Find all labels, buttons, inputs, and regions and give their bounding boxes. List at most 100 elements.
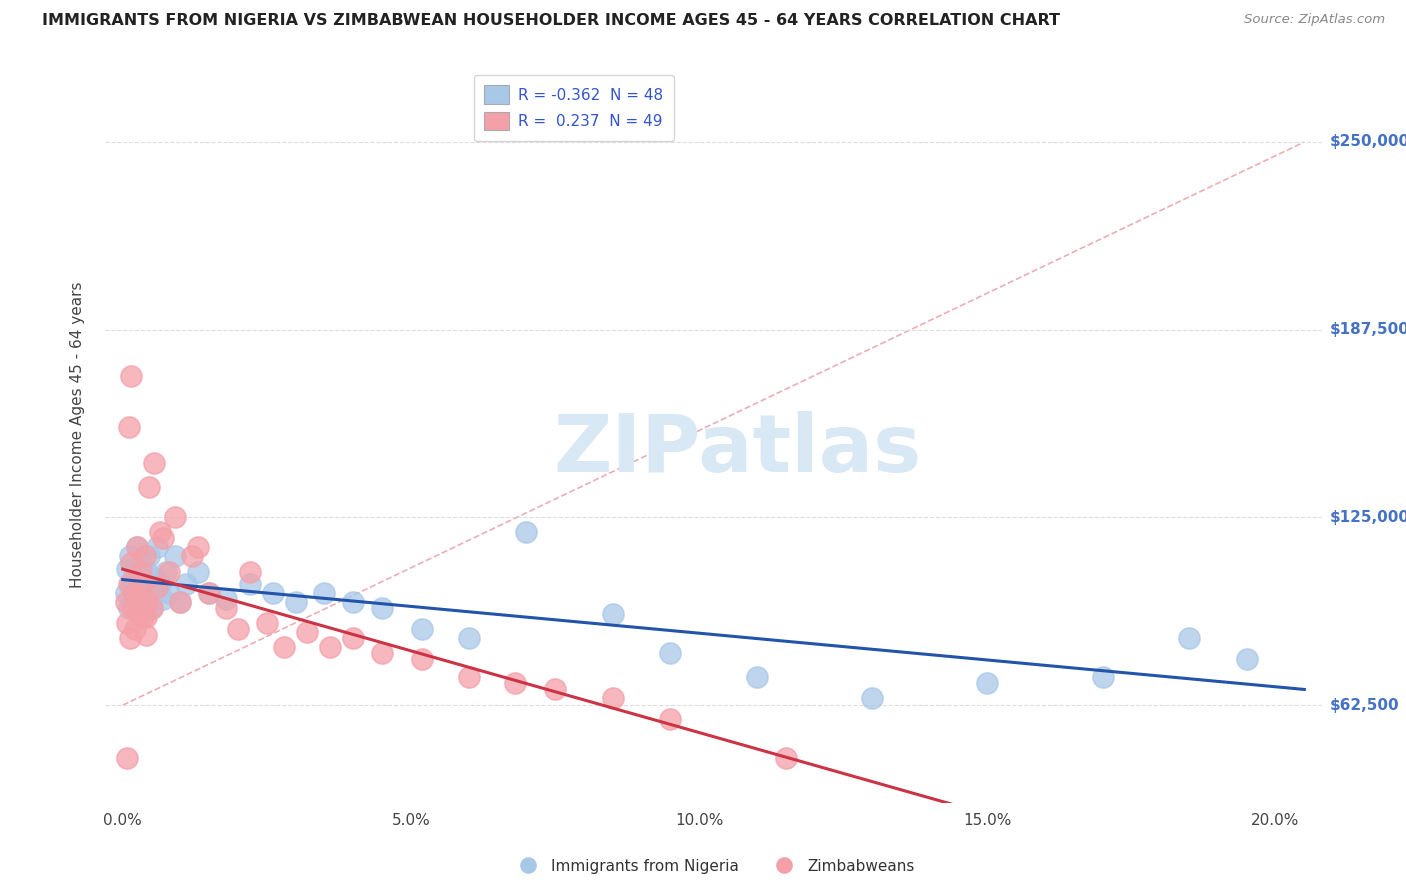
Point — [129, 556, 152, 570]
Point — [163, 549, 186, 564]
Point — [124, 585, 146, 599]
Point — [117, 750, 139, 764]
Point — [187, 541, 209, 555]
Point — [457, 670, 479, 684]
Point — [134, 549, 156, 564]
Point — [117, 600, 139, 615]
Point — [138, 549, 160, 564]
Point — [120, 556, 142, 570]
Point — [157, 585, 180, 599]
Point — [342, 631, 364, 645]
Point — [371, 600, 394, 615]
Point — [187, 565, 209, 579]
Point — [141, 600, 163, 615]
Point — [155, 565, 177, 579]
Point — [129, 591, 152, 606]
Point — [138, 480, 160, 494]
Point — [114, 594, 136, 608]
Point — [198, 585, 221, 599]
Point — [457, 631, 479, 645]
Point — [122, 585, 145, 599]
Text: $62,500: $62,500 — [1330, 698, 1399, 713]
Point — [129, 565, 152, 579]
Y-axis label: Householder Income Ages 45 - 64 years: Householder Income Ages 45 - 64 years — [70, 282, 84, 588]
Text: IMMIGRANTS FROM NIGERIA VS ZIMBABWEAN HOUSEHOLDER INCOME AGES 45 - 64 YEARS CORR: IMMIGRANTS FROM NIGERIA VS ZIMBABWEAN HO… — [42, 13, 1060, 29]
Point — [659, 646, 682, 660]
Point — [157, 565, 180, 579]
Point — [143, 570, 166, 584]
Point — [238, 565, 260, 579]
Point — [135, 591, 157, 606]
Point — [256, 615, 278, 630]
Legend: Immigrants from Nigeria, Zimbabweans: Immigrants from Nigeria, Zimbabweans — [506, 853, 921, 880]
Point — [152, 591, 174, 606]
Point — [118, 631, 141, 645]
Point — [174, 576, 197, 591]
Point — [139, 585, 162, 599]
Point — [146, 580, 169, 594]
Point — [319, 640, 342, 654]
Point — [117, 615, 139, 630]
Point — [180, 549, 202, 564]
Point — [238, 576, 260, 591]
Point — [602, 607, 624, 621]
Point — [169, 594, 191, 608]
Point — [122, 591, 145, 606]
Point — [128, 594, 150, 608]
Point — [132, 609, 155, 624]
Point — [371, 646, 394, 660]
Point — [314, 585, 336, 599]
Point — [127, 541, 149, 555]
Point — [1091, 670, 1114, 684]
Point — [135, 609, 157, 624]
Point — [136, 565, 159, 579]
Point — [659, 712, 682, 726]
Text: Source: ZipAtlas.com: Source: ZipAtlas.com — [1244, 13, 1385, 27]
Point — [342, 594, 364, 608]
Point — [124, 622, 146, 636]
Point — [149, 576, 172, 591]
Point — [117, 420, 139, 434]
Point — [122, 600, 145, 615]
Point — [146, 541, 169, 555]
Point — [226, 622, 249, 636]
Point — [117, 561, 139, 575]
Point — [215, 600, 238, 615]
Point — [775, 750, 797, 764]
Point — [128, 607, 150, 621]
Point — [411, 651, 433, 665]
Point — [602, 690, 624, 705]
Point — [122, 565, 145, 579]
Point — [503, 675, 526, 690]
Point — [132, 585, 155, 599]
Point — [215, 591, 238, 606]
Point — [745, 670, 768, 684]
Point — [273, 640, 295, 654]
Point — [976, 675, 998, 690]
Point — [295, 624, 318, 639]
Point — [114, 585, 136, 599]
Point — [136, 594, 159, 608]
Point — [134, 580, 156, 594]
Point — [132, 576, 155, 591]
Text: $250,000: $250,000 — [1330, 135, 1406, 150]
Text: $187,500: $187,500 — [1330, 322, 1406, 337]
Point — [262, 585, 284, 599]
Point — [143, 456, 166, 470]
Text: ZIPatlas: ZIPatlas — [554, 410, 922, 489]
Point — [860, 690, 883, 705]
Point — [127, 541, 149, 555]
Point — [411, 622, 433, 636]
Point — [120, 576, 142, 591]
Point — [141, 600, 163, 615]
Point — [135, 627, 157, 641]
Point — [118, 549, 141, 564]
Point — [120, 369, 142, 384]
Point — [1236, 651, 1258, 665]
Text: $125,000: $125,000 — [1330, 510, 1406, 525]
Point — [163, 510, 186, 524]
Point — [284, 594, 307, 608]
Point — [117, 576, 139, 591]
Point — [515, 525, 537, 540]
Point — [129, 570, 152, 584]
